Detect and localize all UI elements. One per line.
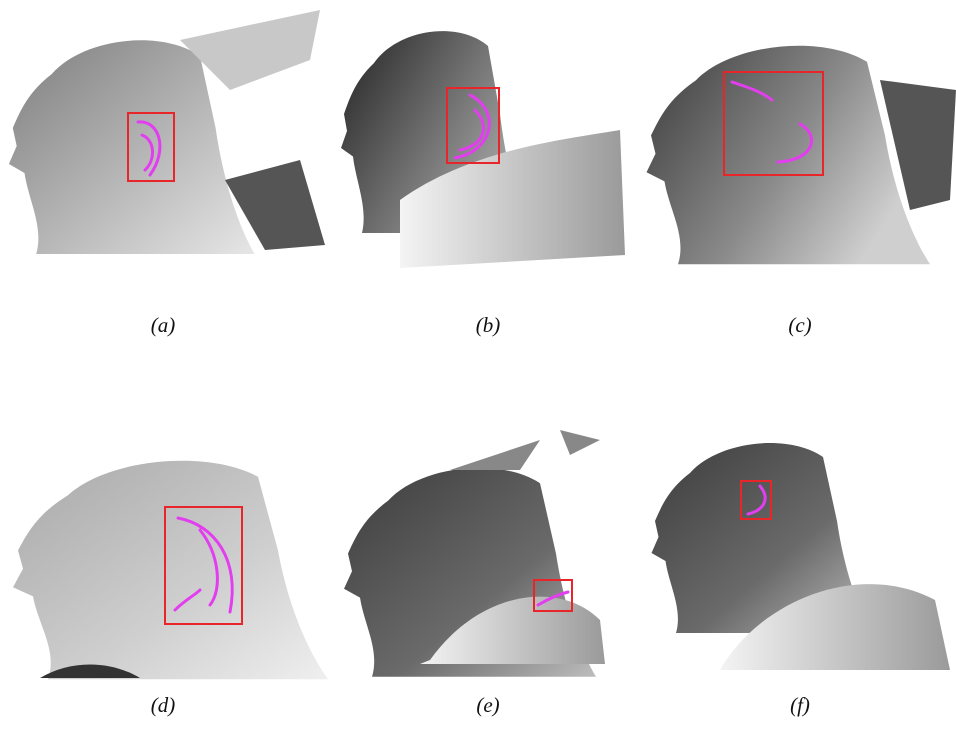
shoulder (40, 664, 140, 678)
caption: (d) (151, 693, 176, 717)
ear-contour (173, 516, 234, 614)
hair (450, 430, 600, 470)
detection-box (164, 506, 243, 625)
caption: (b) (476, 313, 501, 337)
panel-b: (b) (341, 31, 625, 337)
caption: (e) (476, 693, 499, 717)
detection-box (740, 480, 772, 520)
caption: (c) (788, 313, 811, 337)
ear-contour (136, 120, 162, 177)
shoulder (720, 584, 950, 670)
hair (180, 10, 320, 90)
caption: (f) (790, 693, 810, 717)
shoulder (400, 130, 625, 268)
detection-box (723, 71, 824, 176)
panel-d: (d) (13, 460, 328, 717)
ear-contour (453, 93, 491, 160)
shoulder (420, 596, 605, 664)
detection-box (446, 87, 500, 164)
detection-box (533, 579, 573, 612)
panel-a: (a) (8, 10, 325, 337)
ear-contour (536, 590, 570, 607)
shoulder (225, 160, 325, 250)
detection-box (127, 112, 175, 182)
ear-contour (730, 80, 814, 164)
depth-image (13, 460, 328, 680)
hair (880, 80, 956, 210)
panel-c: (c) (646, 45, 956, 337)
depth-image (646, 45, 930, 265)
caption: (a) (151, 313, 176, 337)
panel-e: (e) (344, 430, 605, 717)
ear-contour (746, 484, 767, 516)
panel-f: (f) (651, 443, 950, 717)
